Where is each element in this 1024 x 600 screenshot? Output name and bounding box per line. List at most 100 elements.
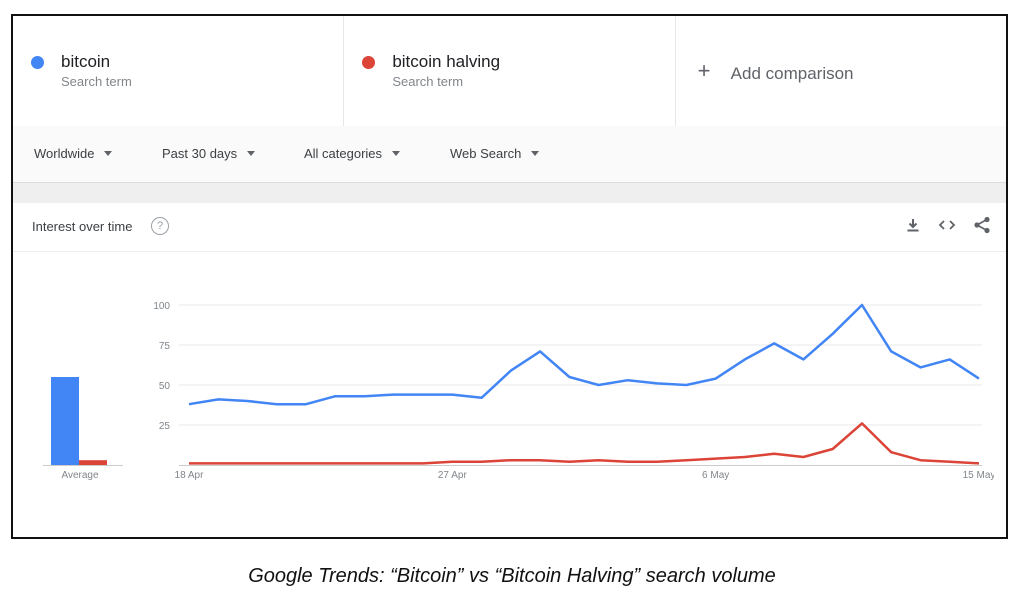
data-point[interactable] <box>187 402 192 407</box>
data-point[interactable] <box>391 392 396 397</box>
data-point[interactable] <box>655 381 660 386</box>
x-tick-label: 18 Apr <box>175 470 205 481</box>
filter-label: Worldwide <box>34 146 95 161</box>
y-tick-label: 100 <box>153 301 170 312</box>
data-point[interactable] <box>216 397 221 402</box>
data-point[interactable] <box>596 458 601 463</box>
data-point[interactable] <box>508 368 513 373</box>
caret-down-icon <box>247 151 256 156</box>
caret-down-icon <box>531 151 540 156</box>
data-point[interactable] <box>421 461 426 466</box>
plus-icon: + <box>697 58 711 83</box>
data-point[interactable] <box>713 456 718 461</box>
filter-region-dropdown[interactable]: Worldwide <box>34 146 113 161</box>
data-point[interactable] <box>713 376 718 381</box>
y-tick-label: 25 <box>159 421 171 432</box>
search-terms-bar: bitcoin Search term bitcoin halving Sear… <box>13 16 1006 127</box>
data-point[interactable] <box>538 458 543 463</box>
data-point[interactable] <box>947 357 952 362</box>
data-point[interactable] <box>508 458 513 463</box>
data-point[interactable] <box>333 394 338 399</box>
data-point[interactable] <box>391 461 396 466</box>
data-point[interactable] <box>450 459 455 464</box>
question-icon[interactable]: ? <box>151 217 169 235</box>
data-point[interactable] <box>742 455 747 460</box>
data-point[interactable] <box>889 450 894 455</box>
interest-over-time-card: Interest over time ? <box>13 203 1006 537</box>
data-point[interactable] <box>977 376 982 381</box>
term-bitcoin-halving[interactable]: bitcoin halving Search term <box>344 16 676 126</box>
filter-search-type-dropdown[interactable]: Web Search <box>450 146 540 161</box>
data-point[interactable] <box>801 455 806 460</box>
data-point[interactable] <box>216 461 221 466</box>
share-icon[interactable] <box>970 213 994 237</box>
data-point[interactable] <box>538 349 543 354</box>
data-point[interactable] <box>625 378 630 383</box>
term-name[interactable]: bitcoin halving <box>392 52 501 71</box>
figure-caption: Google Trends: “Bitcoin” vs “Bitcoin Hal… <box>248 565 776 587</box>
data-point[interactable] <box>333 461 338 466</box>
data-point[interactable] <box>977 461 982 466</box>
data-point[interactable] <box>245 399 250 404</box>
data-point[interactable] <box>304 461 309 466</box>
term-bitcoin[interactable]: bitcoin Search term <box>13 16 345 126</box>
x-tick-label: 6 May <box>702 470 729 481</box>
x-tick-label: 15 May <box>963 470 994 481</box>
data-point[interactable] <box>918 458 923 463</box>
data-point[interactable] <box>859 421 864 426</box>
data-point[interactable] <box>772 451 777 456</box>
data-point[interactable] <box>479 459 484 464</box>
data-point[interactable] <box>304 402 309 407</box>
series-line-bitcoin[interactable] <box>188 303 980 406</box>
data-point[interactable] <box>947 459 952 464</box>
data-point[interactable] <box>772 341 777 346</box>
caret-down-icon <box>392 151 401 156</box>
add-comparison-label[interactable]: Add comparison <box>730 64 854 83</box>
data-point[interactable] <box>479 395 484 400</box>
download-icon[interactable] <box>901 213 925 237</box>
filter-time-dropdown[interactable]: Past 30 days <box>162 146 256 161</box>
average-bar-chart: Average <box>43 377 123 481</box>
data-point[interactable] <box>830 447 835 452</box>
filter-category-dropdown[interactable]: All categories <box>304 146 401 161</box>
data-point[interactable] <box>742 357 747 362</box>
card-title: Interest over time <box>32 219 133 234</box>
data-point[interactable] <box>625 459 630 464</box>
series-line-bitcoin-halving[interactable] <box>189 422 980 465</box>
data-point[interactable] <box>889 349 894 354</box>
data-point[interactable] <box>567 459 572 464</box>
section-divider <box>13 183 1006 203</box>
data-point[interactable] <box>859 303 864 308</box>
filter-label: Web Search <box>450 146 522 161</box>
data-point[interactable] <box>830 331 835 336</box>
data-point[interactable] <box>684 383 689 388</box>
data-point[interactable] <box>684 458 689 463</box>
filter-label: Past 30 days <box>162 146 238 161</box>
data-point[interactable] <box>274 402 279 407</box>
data-point[interactable] <box>450 392 455 397</box>
data-point[interactable] <box>362 461 367 466</box>
data-point[interactable] <box>567 375 572 380</box>
add-comparison-button[interactable]: + Add comparison <box>676 16 1006 126</box>
interest-line-chart: 100 75 50 25 18 Apr 27 Apr 6 May 15 May <box>153 301 994 481</box>
data-point[interactable] <box>245 461 250 466</box>
caret-down-icon <box>104 151 113 156</box>
term-name[interactable]: bitcoin <box>61 52 111 71</box>
data-point[interactable] <box>187 461 192 466</box>
filter-label: All categories <box>304 146 383 161</box>
data-point[interactable] <box>655 459 660 464</box>
term-subtitle: Search term <box>392 74 464 89</box>
data-point[interactable] <box>801 357 806 362</box>
data-point[interactable] <box>421 392 426 397</box>
y-tick-label: 75 <box>159 341 171 352</box>
data-point[interactable] <box>596 383 601 388</box>
data-point[interactable] <box>918 365 923 370</box>
filter-bar: Worldwide Past 30 days All categories We… <box>13 126 1006 183</box>
data-point[interactable] <box>274 461 279 466</box>
data-point[interactable] <box>362 394 367 399</box>
average-label: Average <box>61 470 99 481</box>
series-color-dot <box>31 56 44 69</box>
embed-icon[interactable] <box>935 213 959 237</box>
card-header: Interest over time ? <box>13 203 1006 252</box>
y-tick-label: 50 <box>159 381 171 392</box>
